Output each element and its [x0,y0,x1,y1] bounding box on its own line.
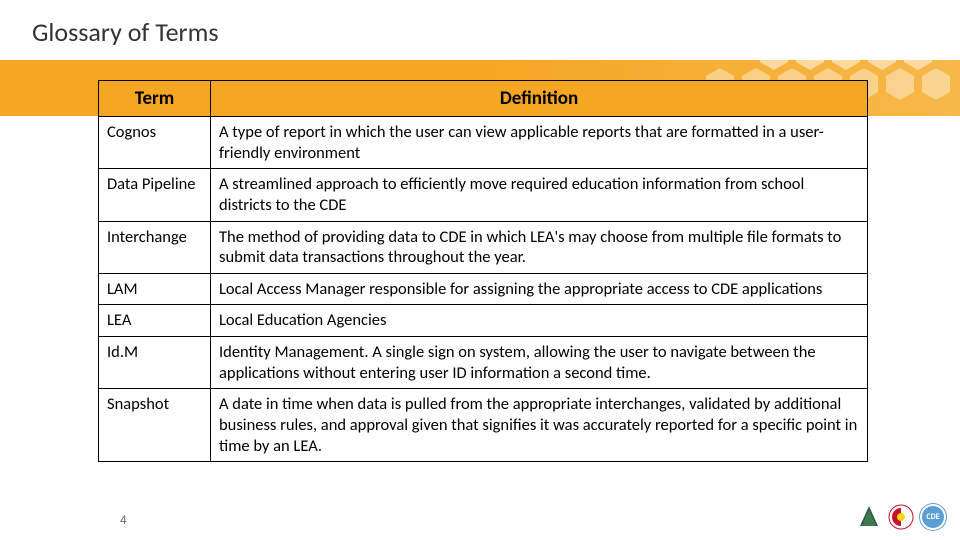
table-row: Data Pipeline A streamlined approach to … [99,169,868,221]
table-row: Snapshot A date in time when data is pul… [99,389,868,462]
term-cell: LAM [99,273,211,305]
definition-cell: Local Education Agencies [211,305,868,337]
term-cell: Id.M [99,337,211,389]
column-header-term: Term [99,81,211,117]
definition-cell: The method of providing data to CDE in w… [211,221,868,273]
footer-logos: CDE [856,504,946,530]
term-cell: Snapshot [99,389,211,462]
table-row: Id.M Identity Management. A single sign … [99,337,868,389]
table-row: LAM Local Access Manager responsible for… [99,273,868,305]
page-title: Glossary of Terms [32,16,219,48]
page-number: 4 [120,513,127,528]
definition-cell: Identity Management. A single sign on sy… [211,337,868,389]
glossary-table: Term Definition Cognos A type of report … [98,80,868,462]
definition-cell: Local Access Manager responsible for ass… [211,273,868,305]
glossary-table-container: Term Definition Cognos A type of report … [98,80,868,462]
column-header-definition: Definition [211,81,868,117]
term-cell: Cognos [99,117,211,169]
definition-cell: A type of report in which the user can v… [211,117,868,169]
cde-logo-icon: CDE [920,504,946,530]
definition-cell: A streamlined approach to efficiently mo… [211,169,868,221]
table-row: Cognos A type of report in which the use… [99,117,868,169]
term-cell: Interchange [99,221,211,273]
term-cell: Data Pipeline [99,169,211,221]
definition-cell: A date in time when data is pulled from … [211,389,868,462]
table-header-row: Term Definition [99,81,868,117]
term-cell: LEA [99,305,211,337]
table-row: Interchange The method of providing data… [99,221,868,273]
colorado-logo-icon [888,504,914,530]
tree-logo-icon [856,504,882,530]
table-row: LEA Local Education Agencies [99,305,868,337]
